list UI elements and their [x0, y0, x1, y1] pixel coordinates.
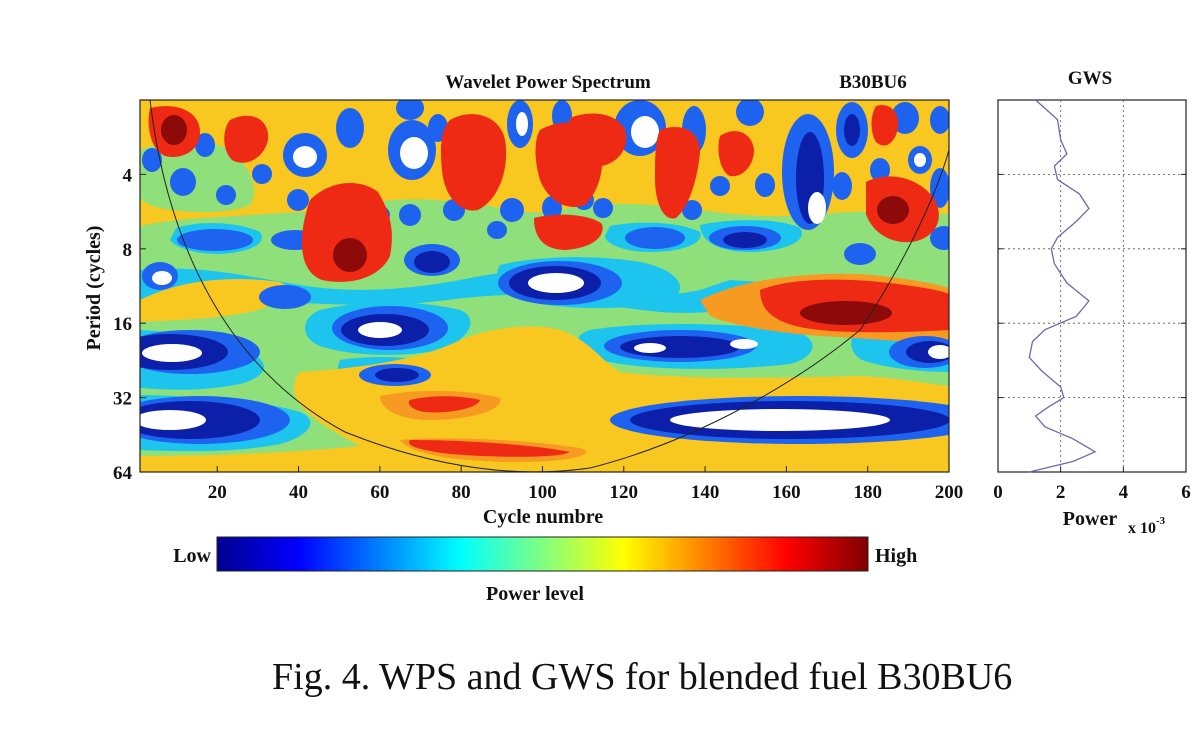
colorbar-high-label: High — [875, 545, 917, 567]
wps-x-tick-label: 200 — [935, 482, 964, 503]
cone-of-influence — [149, 100, 949, 472]
colorbar-bar — [216, 536, 869, 572]
contour-blob-white — [730, 339, 758, 349]
wps-xlabel: Cycle numbre — [483, 506, 603, 528]
gws-xscale: x 10-3 — [1128, 515, 1166, 537]
gws-panel: GWS 0 2 4 6 Power x 10-3 — [993, 68, 1191, 537]
contour-band-red — [566, 113, 627, 166]
contour-blob-darkred — [333, 238, 367, 272]
gws-x-tick-label: 6 — [1181, 482, 1191, 503]
contour-band-yellow — [140, 279, 289, 322]
gws-xscale-exp: -3 — [1156, 515, 1166, 527]
contour-blob-darkblue — [375, 368, 419, 382]
contour-blob-darkred — [877, 196, 909, 224]
contour-band-red — [655, 126, 700, 219]
gws-series-line — [1028, 99, 1097, 473]
wps-heatmap — [140, 100, 949, 472]
wps-x-ticks: 20 40 60 80 100 120 140 160 180 200 — [208, 466, 964, 503]
contour-blob-white — [140, 410, 206, 430]
gws-xlabel: Power — [1063, 508, 1118, 530]
contour-band-red — [718, 131, 754, 177]
wps-y-tick-label: 64 — [113, 463, 133, 484]
gws-grid — [998, 100, 1186, 473]
contour-blob-blue — [930, 226, 949, 250]
wps-x-tick-label: 160 — [772, 482, 801, 503]
contour-blob-white — [528, 273, 584, 293]
wps-plot-frame — [139, 99, 950, 473]
wps-y-ticks: 4 8 16 32 64 — [113, 165, 146, 484]
contour-band-red — [440, 114, 507, 211]
wps-y-tick-label: 4 — [123, 165, 133, 186]
contour-blob-white — [358, 322, 402, 338]
contour-band-red — [534, 214, 603, 250]
contour-blob-blue — [625, 227, 685, 249]
contour-band-red — [871, 105, 899, 146]
wps-x-tick-label: 60 — [370, 482, 389, 503]
contour-band-red — [301, 182, 392, 282]
contour-blob-darkred — [161, 115, 187, 145]
wps-x-tick-label: 100 — [528, 482, 557, 503]
wps-x-tick-label: 140 — [691, 482, 720, 503]
wps-ylabel: Period (cycles) — [83, 226, 105, 351]
gws-x-tick-label: 4 — [1119, 482, 1129, 503]
wps-x-tick-label: 40 — [289, 482, 308, 503]
wps-x-tick-label: 180 — [853, 482, 882, 503]
contour-blob-blue — [259, 285, 311, 309]
gws-plot-bg — [997, 99, 1187, 473]
colorbar-low-label: Low — [173, 545, 211, 567]
colorbar-title: Power level — [486, 583, 584, 605]
wps-subtitle: B30BU6 — [839, 72, 907, 93]
wps-x-tick-label: 20 — [208, 482, 227, 503]
contour-band-red — [409, 440, 570, 457]
wps-title: Wavelet Power Spectrum — [445, 72, 651, 93]
contour-band-red — [224, 115, 269, 163]
wps-panel: Wavelet Power Spectrum B30BU6 — [83, 72, 964, 528]
colorbar: Low High Power level — [173, 536, 917, 605]
contour-blob-blue — [177, 229, 253, 251]
wps-x-tick-label: 120 — [610, 482, 639, 503]
gws-x-tick-label: 0 — [993, 482, 1003, 503]
figure-caption: Fig. 4. WPS and GWS for blended fuel B30… — [272, 656, 1013, 698]
gws-x-ticks: 0 2 4 6 — [993, 467, 1191, 503]
contour-band-red — [408, 396, 480, 413]
gws-xscale-base: x 10 — [1128, 520, 1156, 537]
contour-blob-white — [142, 344, 202, 362]
gws-title: GWS — [1068, 68, 1112, 89]
figure: Wavelet Power Spectrum B30BU6 — [83, 68, 1191, 605]
contour-blob-darkblue — [723, 232, 767, 248]
contour-blob-white — [670, 409, 890, 431]
contour-blob-darkred — [800, 301, 892, 325]
wps-x-tick-label: 80 — [452, 482, 471, 503]
wps-y-tick-label: 16 — [113, 314, 132, 335]
gws-x-tick-label: 2 — [1056, 482, 1066, 503]
contour-blob-white — [634, 343, 666, 353]
wps-y-tick-label: 32 — [113, 389, 132, 410]
wps-y-tick-label: 8 — [123, 240, 133, 261]
contour-blob-darkblue — [414, 251, 450, 273]
contour-blob-white — [928, 345, 949, 359]
